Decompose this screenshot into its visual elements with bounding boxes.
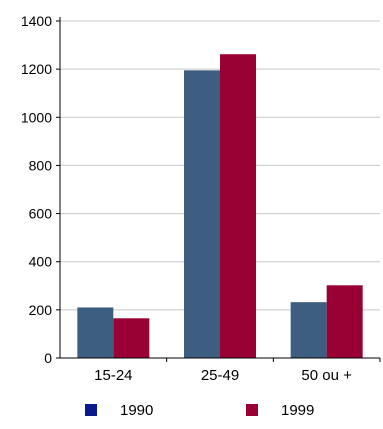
bar-1990-50-ou-+ [290,302,327,358]
y-tick-label: 600 [29,206,53,222]
y-tick-label: 1400 [21,13,52,29]
y-tick-label: 800 [29,157,53,173]
y-tick-label: 400 [29,254,53,270]
legend-label: 1999 [281,402,314,419]
x-tick-label: 25-49 [201,367,239,384]
y-axis-ticks: 0 200 400 600 800 1000 1200 1400 [21,13,60,366]
bar-1990-25-49 [184,70,220,358]
bar-1999-50-ou-+ [326,285,363,358]
legend: 1990 1999 [85,402,314,419]
axes [59,17,380,359]
x-tick-label: 15-24 [94,367,132,384]
bars [77,54,363,359]
bar-1990-15-24 [77,307,114,358]
legend-label: 1990 [120,402,153,419]
legend-swatch [246,404,258,416]
legend-swatch [85,404,97,416]
y-tick-label: 0 [44,350,52,366]
x-axis-ticks: 15-24 25-49 50 ou + [94,358,381,384]
x-tick-label: 50 ou + [301,367,352,384]
bar-1999-25-49 [220,54,256,359]
bar-1999-15-24 [113,318,150,358]
y-tick-label: 200 [29,302,53,318]
legend-item-1999: 1999 [246,402,314,419]
legend-item-1990: 1990 [85,402,153,419]
y-tick-label: 1000 [21,109,52,125]
y-tick-label: 1200 [21,61,52,77]
